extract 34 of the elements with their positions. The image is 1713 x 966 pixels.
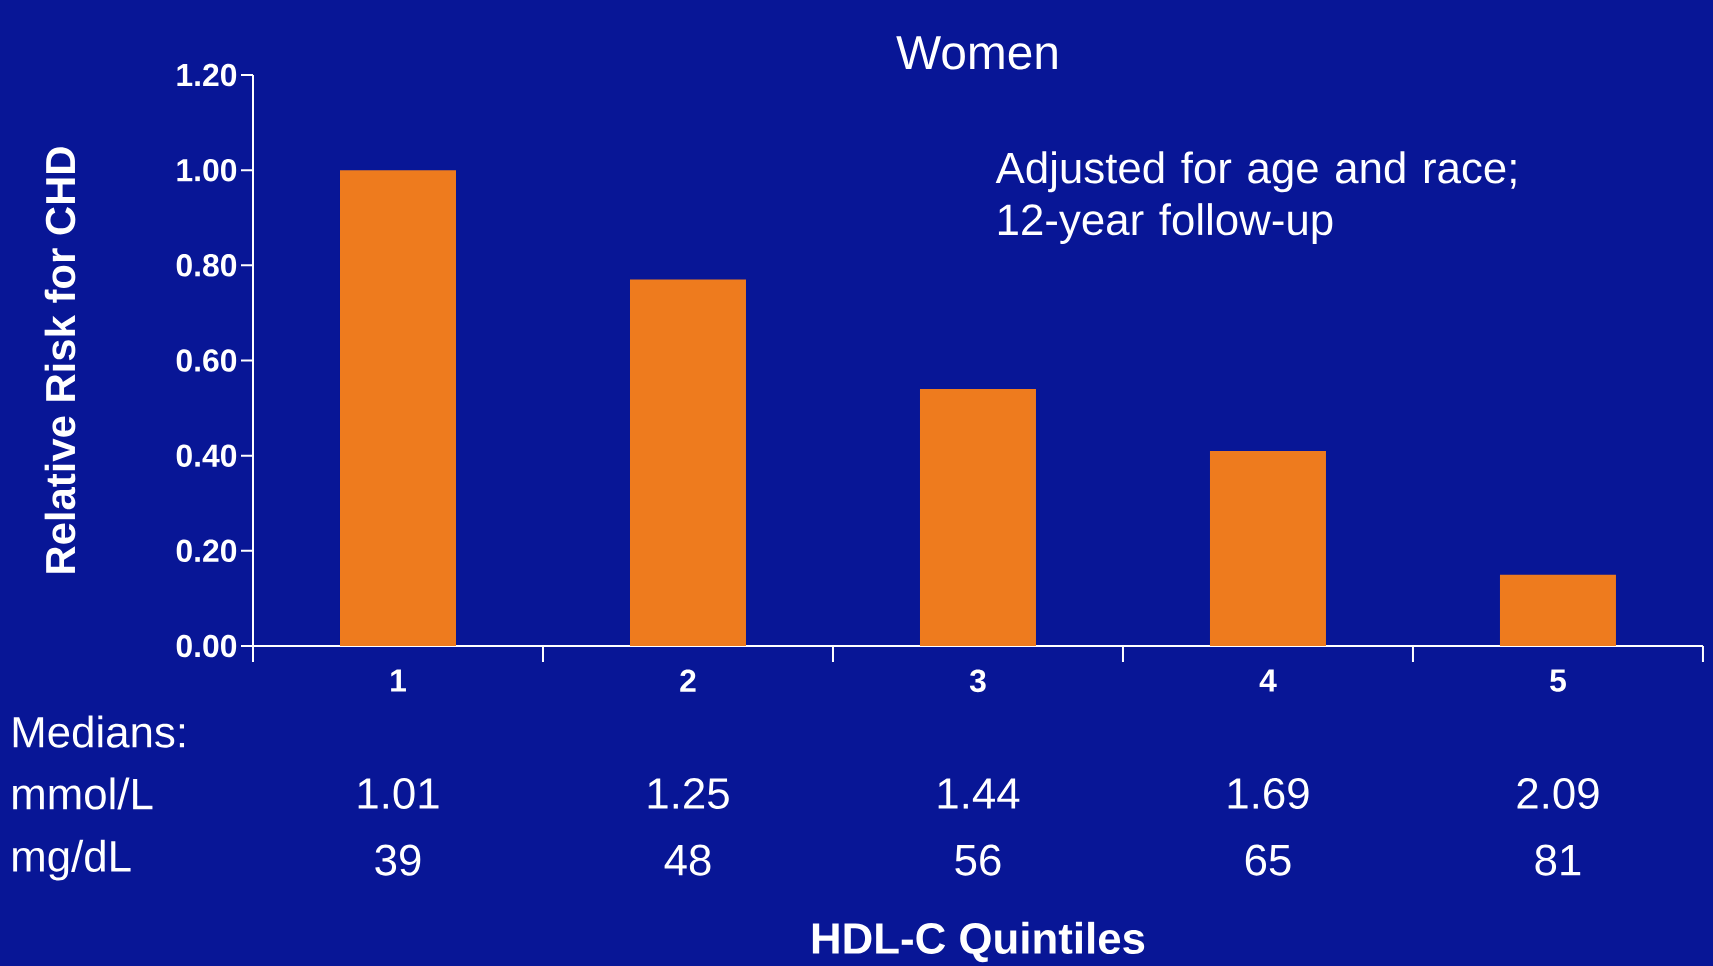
annotation: Adjusted for age and race; 12-year follow-up [995,151,1516,244]
text: 65 [1245,844,1291,876]
text: 39 [375,844,421,876]
bar [1499,574,1616,646]
chart-title: Women [896,36,1057,70]
bar [919,389,1036,646]
x-tick-label: 4 [1259,669,1277,692]
y-tick-label: 0.40 [176,444,237,467]
text: 2.09 [1517,777,1599,810]
text: 1.01 [358,777,439,810]
y-tick-label: 0.00 [176,634,237,658]
text: 56 [955,844,1001,876]
bar [1209,450,1326,646]
x-tick-label: 1 [391,669,406,692]
y-tick-label: 1.20 [177,63,237,87]
text: 48 [664,844,711,876]
y-axis-title: Relative Risk for CHD [44,147,76,573]
text: 1.44 [938,778,1020,809]
x-tick-label: 5 [1550,669,1566,692]
bar [629,279,746,646]
text: Medians: [13,715,185,748]
text: mg/dL [13,839,131,881]
y-tick-label: 0.80 [176,254,237,277]
text: 81 [1535,844,1581,876]
bar [340,170,456,646]
y-tick-label: 1.00 [177,158,237,182]
x-tick-label: 3 [969,669,986,693]
y-tick-label: 0.60 [176,349,237,372]
y-tick-label: 0.20 [176,539,237,563]
x-tick-label: 2 [680,669,696,692]
text: 1.69 [1228,777,1309,810]
text: HDL-C Quintiles [812,921,1145,963]
text: 1.25 [648,777,729,810]
text: mmol/L [13,777,153,810]
